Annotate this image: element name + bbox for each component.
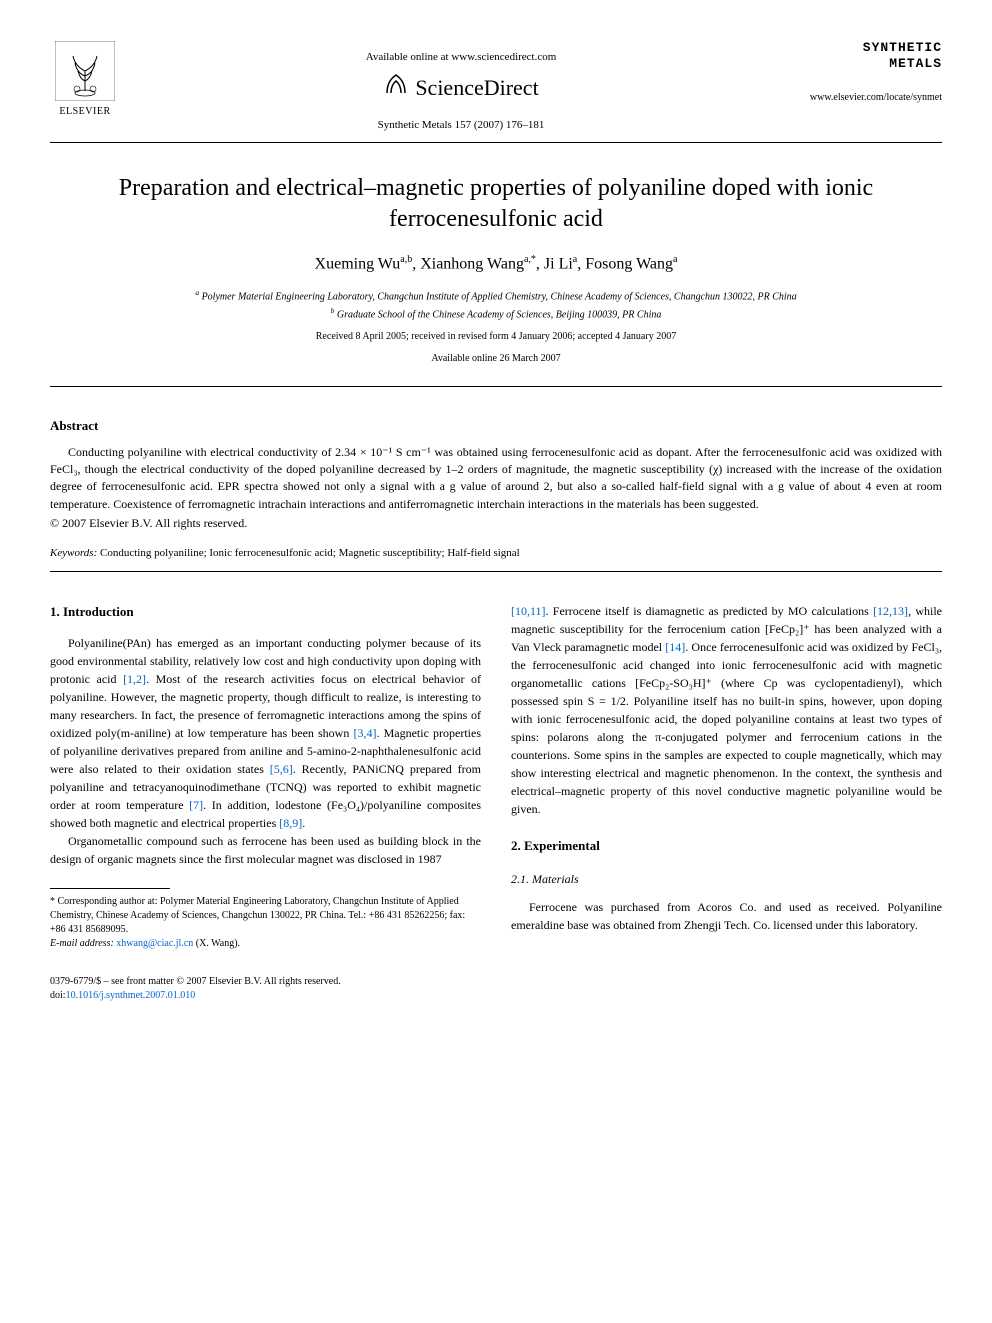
journal-url: www.elsevier.com/locate/synmet [802, 91, 942, 105]
ref-link-1-2[interactable]: [1,2] [123, 672, 146, 686]
affiliation-a-text: Polymer Material Engineering Laboratory,… [202, 291, 797, 302]
title-rule [50, 386, 942, 387]
ref-link-14[interactable]: [14] [665, 640, 685, 654]
available-date: Available online 26 March 2007 [50, 352, 942, 366]
author-1: Xueming Wu [315, 255, 401, 272]
header-center: Available online at www.sciencedirect.co… [120, 40, 802, 134]
abstract-section: Abstract Conducting polyaniline with ele… [50, 417, 942, 532]
body-columns: 1. Introduction Polyaniline(PAn) has eme… [50, 602, 942, 951]
intro-p1-f: . [302, 816, 305, 830]
intro-paragraph-1: Polyaniline(PAn) has emerged as an impor… [50, 634, 481, 832]
keywords-line: Keywords: Conducting polyaniline; Ionic … [50, 546, 942, 561]
author-2-affil: a,* [524, 254, 536, 265]
experimental-heading: 2. Experimental [511, 836, 942, 856]
doi-label: doi: [50, 990, 66, 1001]
corr-email-link[interactable]: xhwang@ciac.jl.cn [116, 938, 193, 949]
platform-name: ScienceDirect [415, 73, 538, 104]
left-column: 1. Introduction Polyaniline(PAn) has eme… [50, 602, 481, 951]
article-title: Preparation and electrical–magnetic prop… [90, 173, 902, 235]
ref-link-12-13[interactable]: [12,13] [873, 604, 908, 618]
abstract-copyright: © 2007 Elsevier B.V. All rights reserved… [50, 515, 942, 532]
ref-link-10-11[interactable]: [10,11] [511, 604, 546, 618]
abstract-rule [50, 571, 942, 572]
page-header: ELSEVIER Available online at www.science… [50, 40, 942, 134]
author-1-affil: a,b [400, 254, 412, 265]
sciencedirect-icon [383, 71, 409, 106]
corr-email-line: E-mail address: xhwang@ciac.jl.cn (X. Wa… [50, 937, 481, 951]
authors-line: Xueming Wua,b, Xianhong Wanga,*, Ji Lia,… [50, 253, 942, 276]
abstract-text: Conducting polyaniline with electrical c… [50, 444, 942, 514]
author-3-affil: a [573, 254, 577, 265]
email-label: E-mail address: [50, 938, 114, 949]
header-rule [50, 142, 942, 143]
abstract-heading: Abstract [50, 417, 942, 435]
journal-reference: Synthetic Metals 157 (2007) 176–181 [120, 118, 802, 133]
affiliation-a: a Polymer Material Engineering Laborator… [50, 288, 942, 304]
materials-subheading: 2.1. Materials [511, 870, 942, 888]
right-column: [10,11]. Ferrocene itself is diamagnetic… [511, 602, 942, 951]
intro-p2-b: . Ferrocene itself is diamagnetic as pre… [546, 604, 874, 618]
available-online-text: Available online at www.sciencedirect.co… [120, 50, 802, 65]
intro-p2-d: . Once ferrocenesulfonic acid was oxidiz… [511, 640, 942, 816]
journal-logo: SYNTHETIC METALS www.elsevier.com/locate… [802, 40, 942, 105]
journal-logo-line1: SYNTHETIC [802, 40, 942, 56]
corresponding-author-footnote: * Corresponding author at: Polymer Mater… [50, 895, 481, 951]
footnote-separator [50, 888, 170, 889]
introduction-heading: 1. Introduction [50, 602, 481, 622]
affiliation-b-text: Graduate School of the Chinese Academy o… [337, 309, 661, 320]
page-footer: 0379-6779/$ – see front matter © 2007 El… [50, 975, 942, 1003]
footer-doi-line: doi:10.1016/j.synthmet.2007.01.010 [50, 989, 942, 1003]
author-4: Fosong Wang [585, 255, 673, 272]
ref-link-3-4[interactable]: [3,4] [353, 726, 376, 740]
ref-link-5-6[interactable]: [5,6] [270, 762, 293, 776]
footer-copyright: 0379-6779/$ – see front matter © 2007 El… [50, 975, 942, 989]
corr-author-text: * Corresponding author at: Polymer Mater… [50, 895, 481, 937]
platform-logo: ScienceDirect [120, 71, 802, 106]
doi-link[interactable]: 10.1016/j.synthmet.2007.01.010 [66, 990, 196, 1001]
keywords-label: Keywords: [50, 547, 97, 559]
received-dates: Received 8 April 2005; received in revis… [50, 330, 942, 344]
ref-link-8-9[interactable]: [8,9] [279, 816, 302, 830]
publisher-logo: ELSEVIER [50, 40, 120, 120]
author-4-affil: a [673, 254, 677, 265]
keywords-text: Conducting polyaniline; Ionic ferrocenes… [100, 547, 520, 559]
ref-link-7[interactable]: [7] [189, 798, 203, 812]
intro-p2-a: Organometallic compound such as ferrocen… [50, 834, 481, 866]
author-3: Ji Li [544, 255, 573, 272]
journal-logo-line2: METALS [802, 56, 942, 72]
publisher-name: ELSEVIER [59, 105, 110, 119]
intro-paragraph-2-part2: [10,11]. Ferrocene itself is diamagnetic… [511, 602, 942, 818]
corr-email-name: (X. Wang). [196, 938, 240, 949]
elsevier-tree-icon [55, 41, 115, 101]
affiliation-b: b Graduate School of the Chinese Academy… [50, 306, 942, 322]
author-2: Xianhong Wang [420, 255, 524, 272]
intro-paragraph-2-part1: Organometallic compound such as ferrocen… [50, 832, 481, 868]
materials-paragraph: Ferrocene was purchased from Acoros Co. … [511, 898, 942, 934]
